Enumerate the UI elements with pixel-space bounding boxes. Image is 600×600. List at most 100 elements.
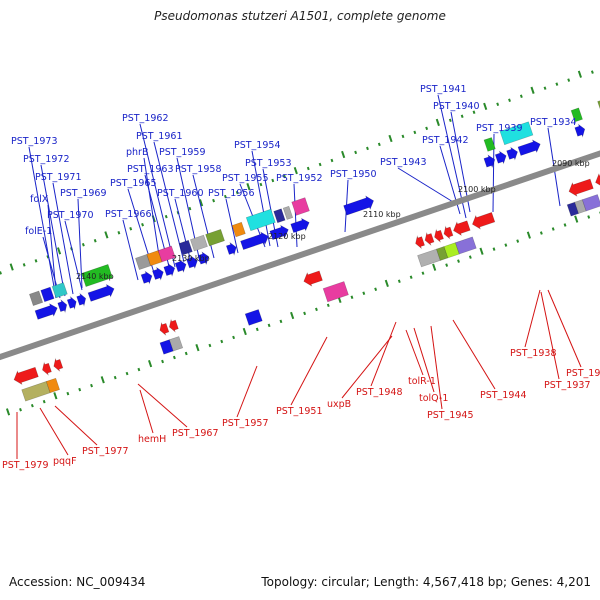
tick-mark	[255, 327, 259, 332]
reverse-gene-label: PST_1937	[544, 380, 591, 391]
reverse-gene-arrow	[415, 234, 425, 250]
reverse-gene-label: PST_1957	[222, 418, 269, 429]
forward-gene-arrow	[483, 154, 496, 169]
tick-mark	[354, 150, 358, 155]
tick-mark	[330, 158, 334, 163]
forward-gene-arrow	[517, 139, 541, 156]
reverse-gene-label: PST_1948	[356, 387, 403, 398]
leader-line	[174, 198, 193, 267]
tick-mark	[432, 263, 437, 271]
leader-line	[77, 198, 83, 289]
leader-line	[40, 164, 66, 297]
tick-mark	[223, 194, 227, 199]
tick-mark	[483, 102, 488, 111]
forward-gene-label: PST_1953	[245, 158, 292, 169]
forward-gene-label: PST_1939	[476, 123, 523, 134]
forward-gene-arrow	[87, 283, 115, 302]
tick-mark	[468, 255, 472, 259]
leader-line	[122, 219, 139, 281]
forward-gene-arrow	[174, 259, 187, 274]
tick-mark	[164, 214, 168, 219]
forward-gene-label: PST_1971	[35, 172, 82, 183]
leader-line	[290, 336, 328, 406]
tick-mark	[9, 263, 14, 271]
scale-label: 2130 kbp	[172, 254, 210, 263]
leader-line	[236, 365, 258, 418]
tick-mark	[30, 403, 34, 408]
gene-box	[29, 290, 44, 306]
scale-label: 2110 kbp	[363, 210, 401, 219]
tick-mark	[590, 70, 594, 74]
leader-line	[137, 383, 188, 428]
gene-box	[499, 121, 534, 146]
tick-mark	[184, 351, 188, 356]
tick-mark	[421, 271, 425, 275]
tick-mark	[279, 319, 283, 324]
gene-box	[597, 100, 600, 110]
gene-box	[417, 248, 441, 268]
forward-gene-label: PST_1956	[208, 188, 255, 199]
tick-marks	[0, 70, 600, 416]
gene-box	[282, 205, 294, 220]
tick-mark	[212, 198, 216, 203]
leader-line	[153, 141, 185, 263]
tick-mark	[366, 146, 369, 151]
reverse-gene-label: PST_1944	[480, 390, 527, 401]
accession-text: Accession: NC_009434	[9, 575, 146, 589]
tick-mark	[19, 407, 22, 412]
tick-mark	[539, 231, 543, 235]
gene-features	[13, 100, 600, 402]
gene-box	[51, 282, 68, 299]
tick-mark	[242, 327, 247, 336]
forward-gene-arrow	[506, 146, 518, 161]
gene-box	[40, 286, 55, 303]
tick-mark	[318, 162, 322, 167]
tick-mark	[479, 247, 484, 255]
leader-line	[39, 407, 69, 456]
tick-mark	[53, 392, 58, 400]
leader-line	[139, 123, 176, 268]
tick-mark	[374, 287, 378, 291]
tick-mark	[587, 215, 591, 219]
backbone-line	[0, 150, 600, 361]
forward-gene-label: PST_1940	[433, 101, 480, 112]
reverse-gene-arrow	[453, 220, 471, 237]
backbone	[0, 150, 600, 361]
tick-mark	[259, 182, 263, 187]
tick-mark	[472, 110, 476, 115]
leader-line	[293, 183, 298, 248]
tick-mark	[195, 343, 200, 352]
leader-line	[143, 157, 161, 263]
tick-mark	[315, 307, 318, 312]
tick-mark	[326, 303, 330, 308]
tick-mark	[81, 243, 85, 247]
leader-line	[54, 405, 98, 446]
topology-text: Topology: circular; Length: 4,567,418 bp…	[261, 575, 591, 589]
tick-mark	[104, 231, 109, 239]
tick-mark	[435, 118, 440, 127]
leader-line	[139, 389, 154, 434]
reverse-gene-label: pqqF	[53, 456, 77, 467]
gene-box	[81, 264, 113, 288]
reverse-gene-arrow	[303, 270, 323, 287]
forward-gene-label: PST_1959	[159, 147, 206, 158]
leader-line	[397, 167, 459, 206]
tick-mark	[232, 335, 236, 340]
tick-mark	[66, 391, 70, 396]
tick-mark	[90, 383, 93, 388]
scale-label: 2090 kbp	[552, 159, 590, 168]
tick-mark	[93, 239, 97, 243]
tick-mark	[100, 376, 105, 384]
gene-box	[483, 137, 496, 152]
reverse-gene-arrow	[159, 321, 170, 337]
forward-gene-arrow	[574, 123, 586, 138]
forward-gene-label: PST_1958	[175, 164, 222, 175]
forward-gene-arrow	[163, 262, 176, 277]
tick-mark	[34, 259, 38, 263]
gene-box	[244, 309, 263, 326]
tick-mark	[246, 183, 251, 191]
reverse-gene-arrow	[595, 173, 600, 186]
forward-gene-arrow	[57, 299, 68, 314]
reverse-gene-label: PST_1945	[427, 410, 474, 421]
tick-mark	[445, 263, 449, 267]
